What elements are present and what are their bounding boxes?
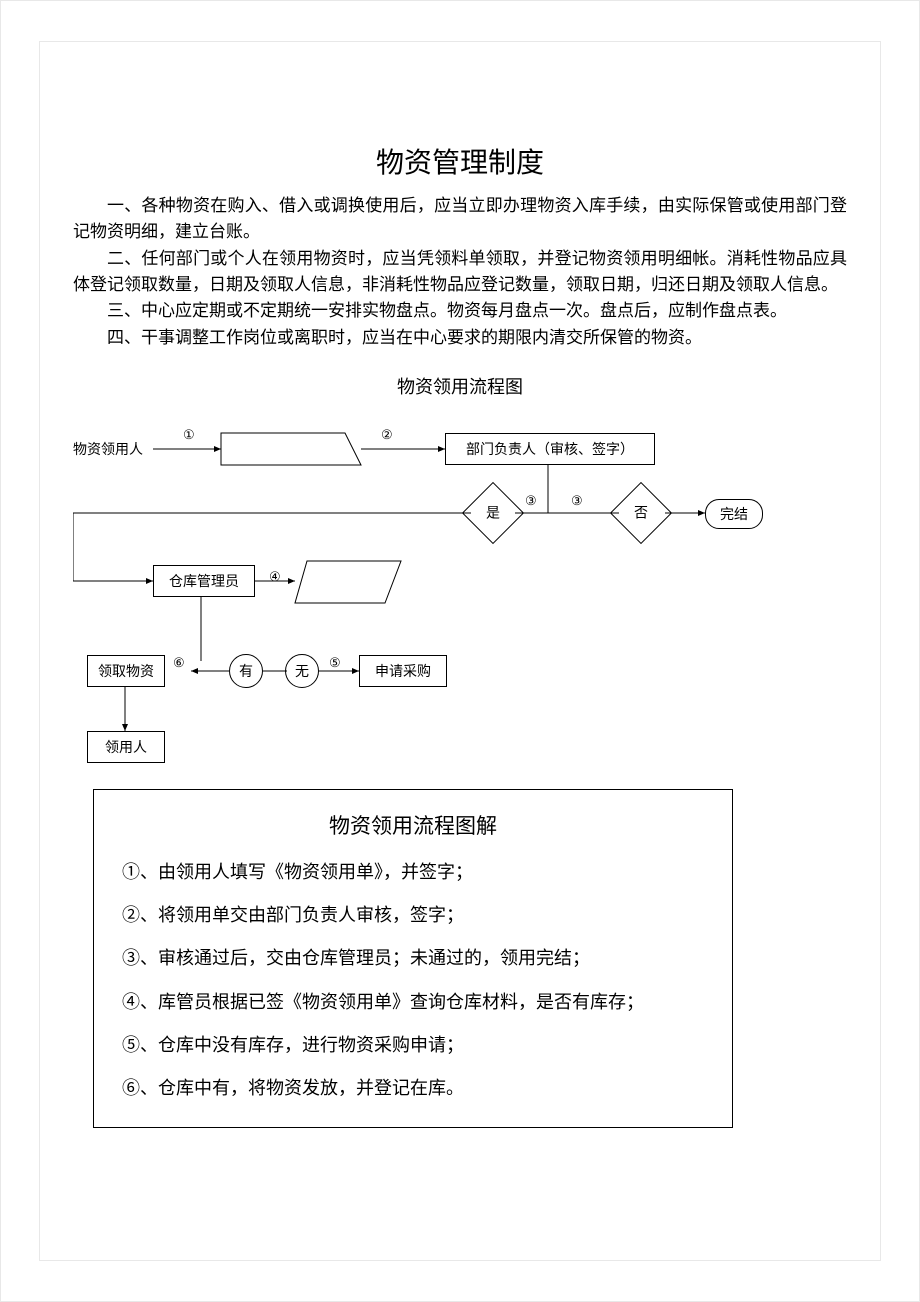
para-2: 二、任何部门或个人在领用物资时，应当凭领料单领取，并登记物资领用明细帐。消耗性物… bbox=[73, 246, 847, 299]
para-1: 一、各种物资在购入、借入或调换使用后，应当立即办理物资入库手续，由实际保管或使用… bbox=[73, 193, 847, 246]
legend-title: 物资领用流程图解 bbox=[122, 810, 704, 840]
para-3: 三、中心应定期或不定期统一安排实物盘点。物资每月盘点一次。盘点后，应制作盘点表。 bbox=[73, 298, 847, 324]
flowchart-arrows bbox=[73, 411, 813, 771]
legend-box: 物资领用流程图解 ①、由领用人填写《物资领用单》，并签字； ②、将领用单交由部门… bbox=[93, 789, 733, 1128]
flowchart: 物资领用人 ① 《物资领用单》 ② 部门负责人（审核、签字） 是 ③ 否 ③ 完… bbox=[73, 411, 813, 771]
legend-item-3: ③、审核通过后，交由仓库管理员；未通过的，领用完结； bbox=[122, 946, 704, 971]
content-area: 物资管理制度 一、各种物资在购入、借入或调换使用后，应当立即办理物资入库手续，由… bbox=[73, 56, 847, 1128]
legend-item-2: ②、将领用单交由部门负责人审核，签字； bbox=[122, 903, 704, 928]
para-4: 四、干事调整工作岗位或离职时，应当在中心要求的期限内清交所保管的物资。 bbox=[73, 325, 847, 351]
legend-item-5: ⑤、仓库中没有库存，进行物资采购申请； bbox=[122, 1033, 704, 1058]
legend-item-1: ①、由领用人填写《物资领用单》，并签字； bbox=[122, 860, 704, 885]
legend-item-4: ④、库管员根据已签《物资领用单》查询仓库材料，是否有库存； bbox=[122, 990, 704, 1015]
flowchart-title: 物资领用流程图 bbox=[73, 373, 847, 399]
page: 物资管理制度 一、各种物资在购入、借入或调换使用后，应当立即办理物资入库手续，由… bbox=[0, 0, 920, 1302]
document-title: 物资管理制度 bbox=[73, 141, 847, 181]
legend-item-6: ⑥、仓库中有，将物资发放，并登记在库。 bbox=[122, 1076, 704, 1101]
